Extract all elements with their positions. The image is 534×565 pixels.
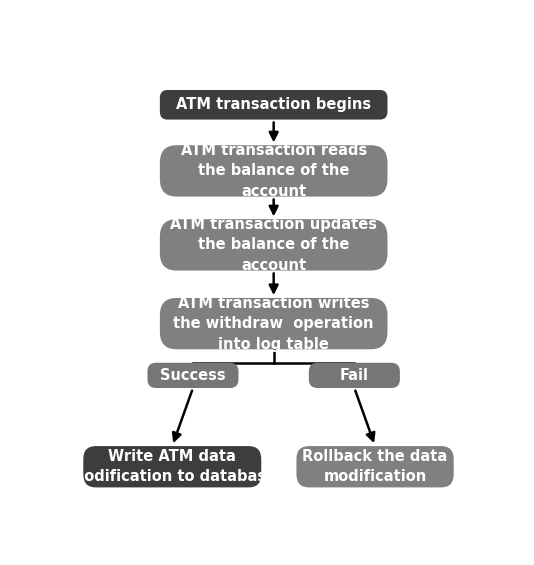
Text: Fail: Fail [340,368,369,383]
FancyBboxPatch shape [83,446,261,488]
FancyBboxPatch shape [160,298,388,349]
FancyBboxPatch shape [296,446,454,488]
Text: Rollback the data
modification: Rollback the data modification [302,449,447,484]
Text: ATM transaction updates
the balance of the
account: ATM transaction updates the balance of t… [170,217,377,273]
FancyBboxPatch shape [160,145,388,197]
Text: ATM transaction begins: ATM transaction begins [176,97,371,112]
Text: Success: Success [160,368,226,383]
Text: Write ATM data
modification to database: Write ATM data modification to database [69,449,276,484]
Text: ATM transaction writes
the withdraw  operation
into log table: ATM transaction writes the withdraw oper… [174,295,374,351]
FancyBboxPatch shape [309,363,400,388]
FancyBboxPatch shape [147,363,239,388]
Text: ATM transaction reads
the balance of the
account: ATM transaction reads the balance of the… [180,143,367,199]
FancyBboxPatch shape [160,219,388,271]
FancyBboxPatch shape [160,90,388,120]
